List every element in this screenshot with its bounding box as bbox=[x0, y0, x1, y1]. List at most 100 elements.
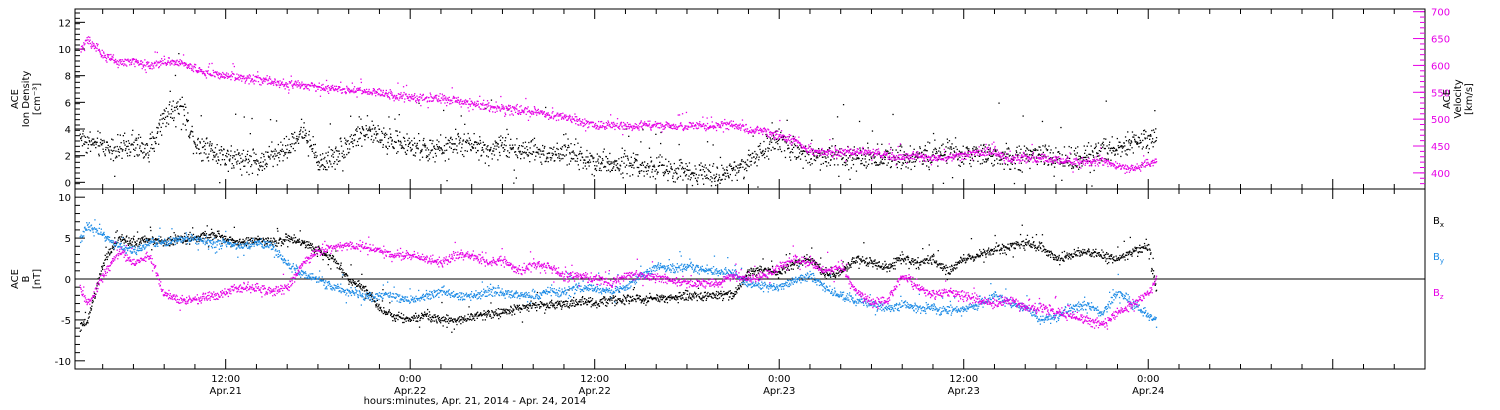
data-point bbox=[690, 173, 692, 175]
data-point bbox=[737, 171, 740, 173]
data-point bbox=[999, 163, 1001, 165]
data-point bbox=[175, 60, 177, 62]
data-point bbox=[515, 154, 517, 156]
data-point bbox=[771, 135, 773, 137]
data-point bbox=[818, 150, 820, 153]
data-point bbox=[1071, 164, 1073, 166]
data-point bbox=[448, 140, 450, 142]
data-point bbox=[325, 86, 327, 88]
data-point bbox=[267, 151, 269, 153]
data-point bbox=[935, 148, 937, 151]
data-point bbox=[809, 164, 812, 166]
data-point bbox=[495, 142, 497, 144]
data-point bbox=[608, 163, 610, 166]
data-point bbox=[178, 60, 180, 63]
y-right-tick-label: 400 bbox=[1431, 169, 1450, 180]
data-point bbox=[697, 183, 699, 185]
data-point bbox=[1044, 156, 1046, 158]
data-point bbox=[752, 131, 754, 133]
data-point bbox=[765, 133, 767, 136]
data-point bbox=[1137, 141, 1139, 143]
data-point bbox=[253, 160, 255, 162]
data-point bbox=[451, 138, 453, 141]
data-point bbox=[1044, 154, 1046, 156]
data-point bbox=[780, 150, 783, 153]
data-point bbox=[286, 83, 288, 85]
data-point bbox=[198, 153, 201, 155]
data-point bbox=[922, 160, 924, 162]
data-point bbox=[742, 124, 744, 126]
data-point bbox=[578, 153, 580, 156]
data-point bbox=[1000, 159, 1002, 161]
data-point bbox=[988, 151, 990, 153]
data-point bbox=[896, 166, 898, 169]
data-point bbox=[687, 128, 689, 130]
data-point bbox=[785, 136, 787, 138]
data-point bbox=[141, 142, 143, 144]
data-point bbox=[741, 125, 743, 127]
data-point bbox=[848, 169, 850, 171]
data-point bbox=[630, 156, 632, 158]
data-point bbox=[505, 144, 507, 147]
data-point bbox=[796, 139, 798, 141]
data-point bbox=[218, 159, 220, 162]
data-point bbox=[106, 53, 108, 56]
data-point bbox=[288, 138, 290, 140]
data-point bbox=[636, 126, 638, 128]
data-point bbox=[1097, 152, 1099, 155]
data-point bbox=[345, 92, 347, 94]
data-point bbox=[1090, 145, 1092, 147]
data-point bbox=[647, 120, 649, 122]
data-point bbox=[291, 136, 294, 138]
data-point bbox=[674, 169, 676, 171]
data-point bbox=[207, 156, 209, 158]
data-point bbox=[368, 128, 370, 130]
data-point bbox=[89, 131, 91, 133]
data-point bbox=[805, 145, 807, 147]
data-point bbox=[1010, 162, 1012, 164]
data-point bbox=[467, 103, 470, 105]
data-point bbox=[202, 146, 204, 148]
data-point bbox=[95, 147, 97, 149]
data-point bbox=[387, 93, 389, 95]
data-point bbox=[662, 171, 664, 174]
data-point bbox=[808, 161, 811, 163]
data-point bbox=[170, 61, 172, 63]
data-point bbox=[130, 151, 132, 153]
data-point bbox=[923, 149, 925, 152]
data-point bbox=[721, 164, 723, 166]
data-point bbox=[102, 142, 104, 145]
data-point bbox=[830, 159, 832, 161]
data-point bbox=[457, 96, 459, 99]
data-point bbox=[1028, 154, 1031, 156]
data-point bbox=[919, 160, 921, 163]
data-point bbox=[235, 154, 237, 156]
data-point bbox=[177, 112, 180, 115]
data-point bbox=[86, 42, 89, 44]
data-point bbox=[1076, 152, 1078, 154]
data-point bbox=[716, 166, 718, 168]
data-point bbox=[921, 154, 923, 157]
data-point bbox=[103, 139, 105, 142]
data-point bbox=[429, 92, 431, 94]
data-point bbox=[356, 96, 358, 98]
data-point bbox=[822, 150, 824, 152]
data-point bbox=[448, 99, 450, 101]
data-point bbox=[712, 125, 714, 127]
data-point bbox=[333, 151, 335, 153]
data-point bbox=[861, 148, 864, 150]
data-point bbox=[296, 81, 298, 83]
data-point bbox=[407, 145, 409, 147]
data-point bbox=[422, 93, 424, 96]
data-point bbox=[824, 153, 827, 156]
data-point bbox=[488, 102, 490, 104]
data-point bbox=[88, 140, 90, 142]
data-point bbox=[571, 158, 573, 160]
data-point bbox=[142, 157, 145, 159]
data-point bbox=[505, 155, 508, 157]
data-point bbox=[966, 155, 968, 157]
data-point bbox=[769, 137, 771, 139]
data-point bbox=[392, 95, 394, 97]
data-point bbox=[393, 96, 395, 98]
data-point bbox=[90, 144, 92, 146]
